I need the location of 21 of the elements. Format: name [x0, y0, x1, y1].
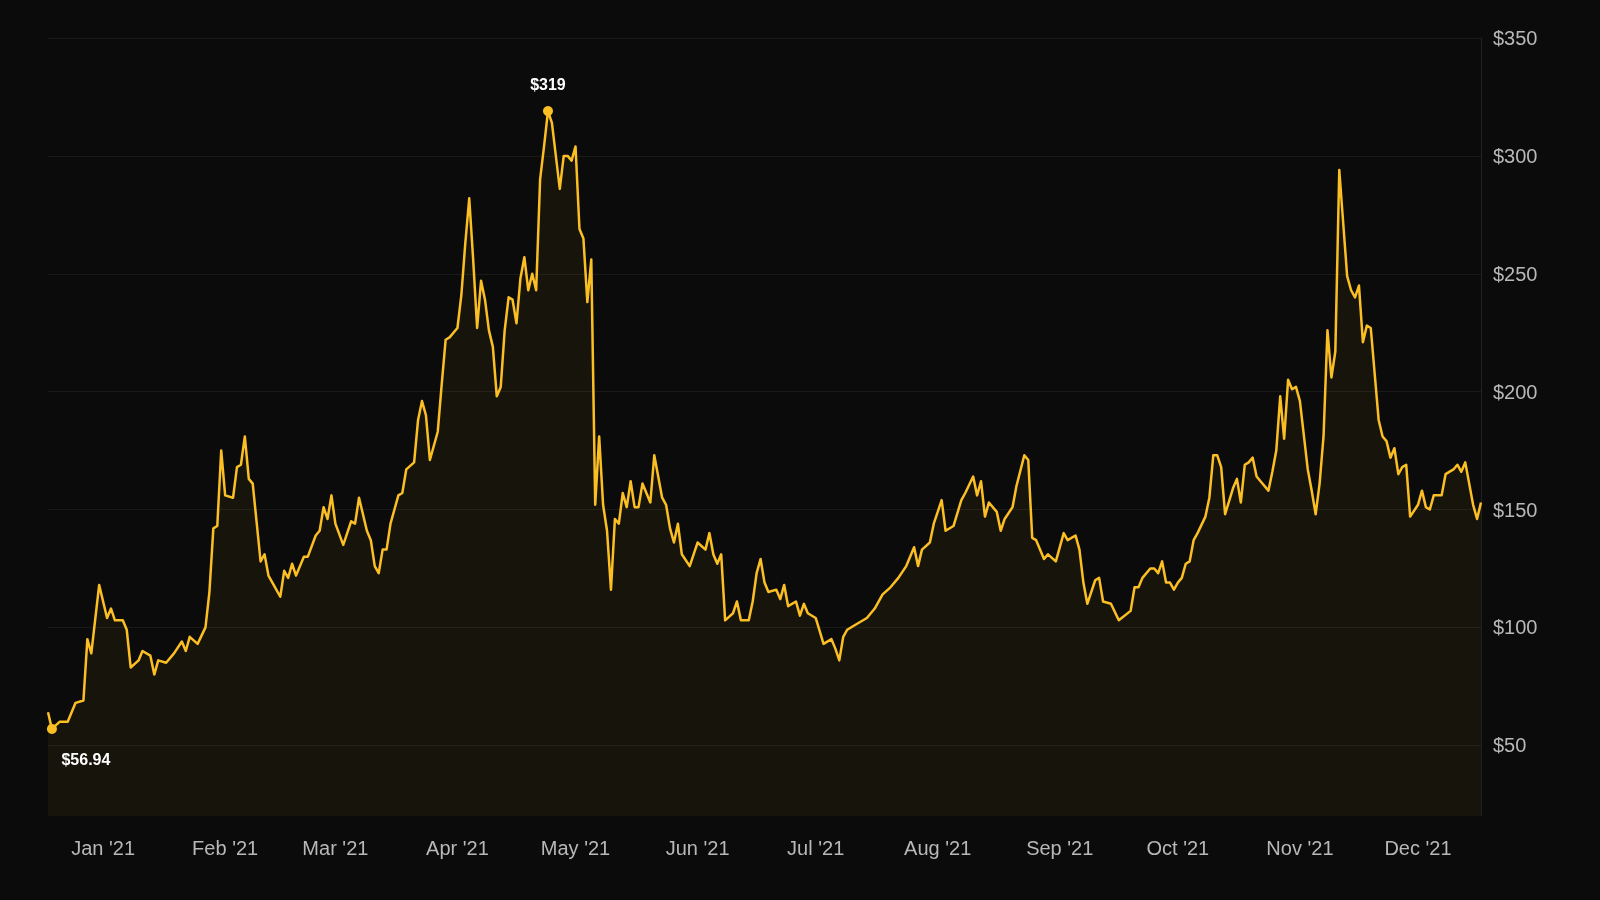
y-tick-label: $100 [1493, 616, 1538, 639]
annotation: $56.94 [61, 751, 111, 769]
annotation: $319 [530, 75, 566, 93]
y-tick-label: $250 [1493, 262, 1538, 285]
x-tick-label: Mar '21 [302, 837, 369, 859]
x-tick-label: May '21 [540, 837, 611, 859]
x-tick-label: Oct '21 [1146, 837, 1210, 859]
x-tick-label: Nov '21 [1266, 837, 1334, 859]
x-tick-label: Jul '21 [787, 837, 845, 859]
y-tick-label: $350 [1493, 27, 1538, 49]
y-tick-label: $300 [1493, 144, 1538, 167]
x-tick-label: Feb '21 [192, 837, 259, 859]
y-tick-label: $200 [1493, 380, 1538, 403]
y-tick-label: $50 [1493, 734, 1527, 757]
x-tick-label: Jan '21 [71, 837, 136, 859]
x-tick-label: Jun '21 [665, 837, 730, 859]
y-tick-label: $150 [1493, 498, 1538, 521]
x-tick-label: Dec '21 [1384, 837, 1452, 859]
x-tick-label: Sep '21 [1026, 837, 1094, 859]
x-tick-label: Aug '21 [904, 837, 972, 859]
x-tick-label: Apr '21 [426, 837, 489, 859]
